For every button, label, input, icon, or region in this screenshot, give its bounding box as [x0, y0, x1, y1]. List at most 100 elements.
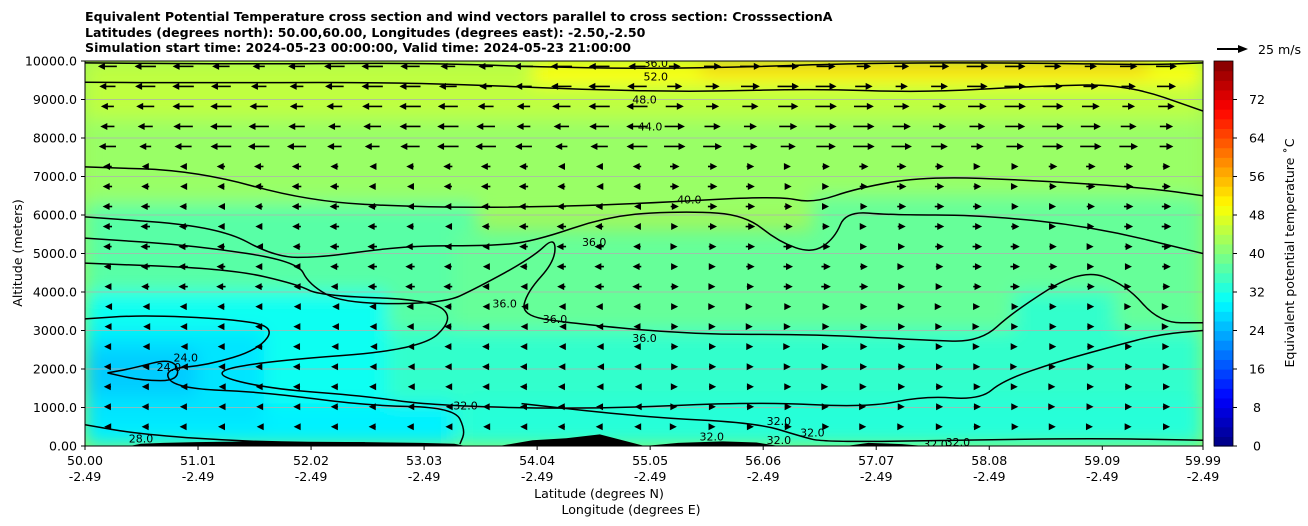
wind-vector-head [1011, 323, 1019, 331]
wind-vector-head [332, 303, 340, 311]
wind-vector-head [588, 62, 596, 70]
wind-vector-head [330, 403, 338, 411]
colorbar-step [1214, 166, 1233, 178]
wind-vector-head [443, 263, 451, 271]
wind-vector-head [859, 423, 867, 431]
wind-vector-head [634, 363, 642, 371]
wind-vector-head [710, 162, 718, 170]
wind-vector-head [178, 223, 186, 231]
colorbar-step [1214, 349, 1233, 360]
wind-vector-head [329, 183, 337, 191]
wind-vector-head [518, 223, 526, 231]
wind-vector-head [898, 283, 906, 291]
x-tick-label-lat: 54.04 [519, 453, 555, 468]
wind-vector-head [289, 82, 297, 90]
wind-vector-head [595, 423, 603, 431]
colorbar-step [1214, 80, 1233, 91]
colorbar-step [1214, 426, 1233, 437]
wind-vector-head [898, 343, 906, 351]
wind-vector-head [141, 403, 149, 411]
wind-vector-head [1050, 162, 1058, 170]
wind-vector-head [596, 343, 604, 351]
wind-vector-head [860, 243, 868, 251]
wind-vector-head [1093, 122, 1101, 130]
wind-vector-head [634, 423, 642, 431]
wind-vector-head [212, 62, 220, 70]
colorbar-step [1214, 224, 1233, 235]
contour-label: 36.0 [644, 57, 669, 70]
wind-vector-head [519, 363, 527, 371]
x-tick-label-lon: -2.49 [1086, 469, 1119, 484]
wind-vector-head [218, 423, 226, 431]
wind-vector-head [867, 142, 875, 150]
wind-vector-head [330, 283, 338, 291]
x-tick-label-lon: -2.49 [634, 469, 667, 484]
wind-vector-head [399, 82, 407, 90]
wind-vector-head [254, 283, 262, 291]
wind-vector-head [210, 82, 218, 90]
wind-vector-head [746, 423, 754, 431]
wind-vector-head [217, 323, 225, 331]
contour-line [85, 211, 1203, 259]
wind-vector-head [256, 423, 264, 431]
wind-vector-head [179, 423, 187, 431]
wind-vector-head [1018, 62, 1026, 70]
wind-vector-head [255, 263, 263, 271]
contour-line [107, 360, 179, 382]
title-line-2: Latitudes (degrees north): 50.00,60.00, … [85, 24, 646, 40]
wind-vector-head [326, 102, 334, 110]
wind-vector-head [141, 383, 149, 391]
colorbar-step [1214, 378, 1233, 389]
wind-vector-head [708, 403, 716, 411]
wind-vector-head [975, 223, 983, 231]
wind-vector-head [709, 383, 717, 391]
wind-vector-head [1018, 82, 1026, 90]
wind-vector-head [210, 142, 218, 150]
contour-label: 36.0 [543, 313, 568, 326]
colorbar-step [1214, 263, 1233, 274]
wind-vector-head [672, 162, 680, 170]
wind-vector-head [1049, 323, 1057, 331]
field-patch [1013, 292, 1115, 400]
colorbar-tick-label: 72 [1249, 92, 1265, 107]
wind-vector-head [250, 82, 258, 90]
wind-vector-head [217, 303, 225, 311]
contour-labels: 36.052.048.044.040.036.036.036.036.024.0… [129, 57, 970, 446]
wind-vector-head [102, 223, 110, 231]
wind-vector-head [137, 122, 145, 130]
wind-vector-head [331, 343, 339, 351]
wind-vector-head [550, 62, 558, 70]
wind-vector-head [172, 62, 180, 70]
x-tick-label-lon: -2.49 [1187, 469, 1220, 484]
wind-vector-head [104, 283, 112, 291]
wind-vector-head [1124, 303, 1132, 311]
wind-vector-head [783, 363, 791, 371]
wind-vector-head [978, 122, 986, 130]
colorbar-step [1214, 282, 1233, 293]
wind-vector-head [518, 203, 526, 211]
wind-vector-head [626, 142, 634, 150]
contour-label: 24.0 [173, 351, 198, 364]
x-tick-label-lat: 59.99 [1185, 453, 1221, 468]
colorbar-step [1214, 359, 1233, 370]
wind-vector-head [1128, 102, 1136, 110]
wind-vector-head [595, 162, 603, 170]
wind-vector-head [179, 203, 187, 211]
wind-vector-head [597, 363, 605, 371]
wind-vector-head [405, 263, 413, 271]
colorbar-step [1214, 243, 1233, 255]
colorbar-step [1214, 320, 1233, 332]
wind-vector-head [1088, 183, 1096, 191]
wind-vector-head [860, 203, 868, 211]
wind-vector-head [103, 363, 111, 371]
wind-vector-head [1089, 62, 1097, 70]
wind-vector-head [1087, 343, 1095, 351]
wind-vector-head [708, 263, 716, 271]
wind-vector-head [940, 142, 948, 150]
wind-vector-head [515, 82, 523, 90]
wind-vector-head [97, 62, 105, 70]
contour-label: 52.0 [644, 70, 669, 83]
wind-vector-head [174, 142, 182, 150]
wind-vector-head [254, 203, 262, 211]
wind-vector-head [671, 343, 679, 351]
